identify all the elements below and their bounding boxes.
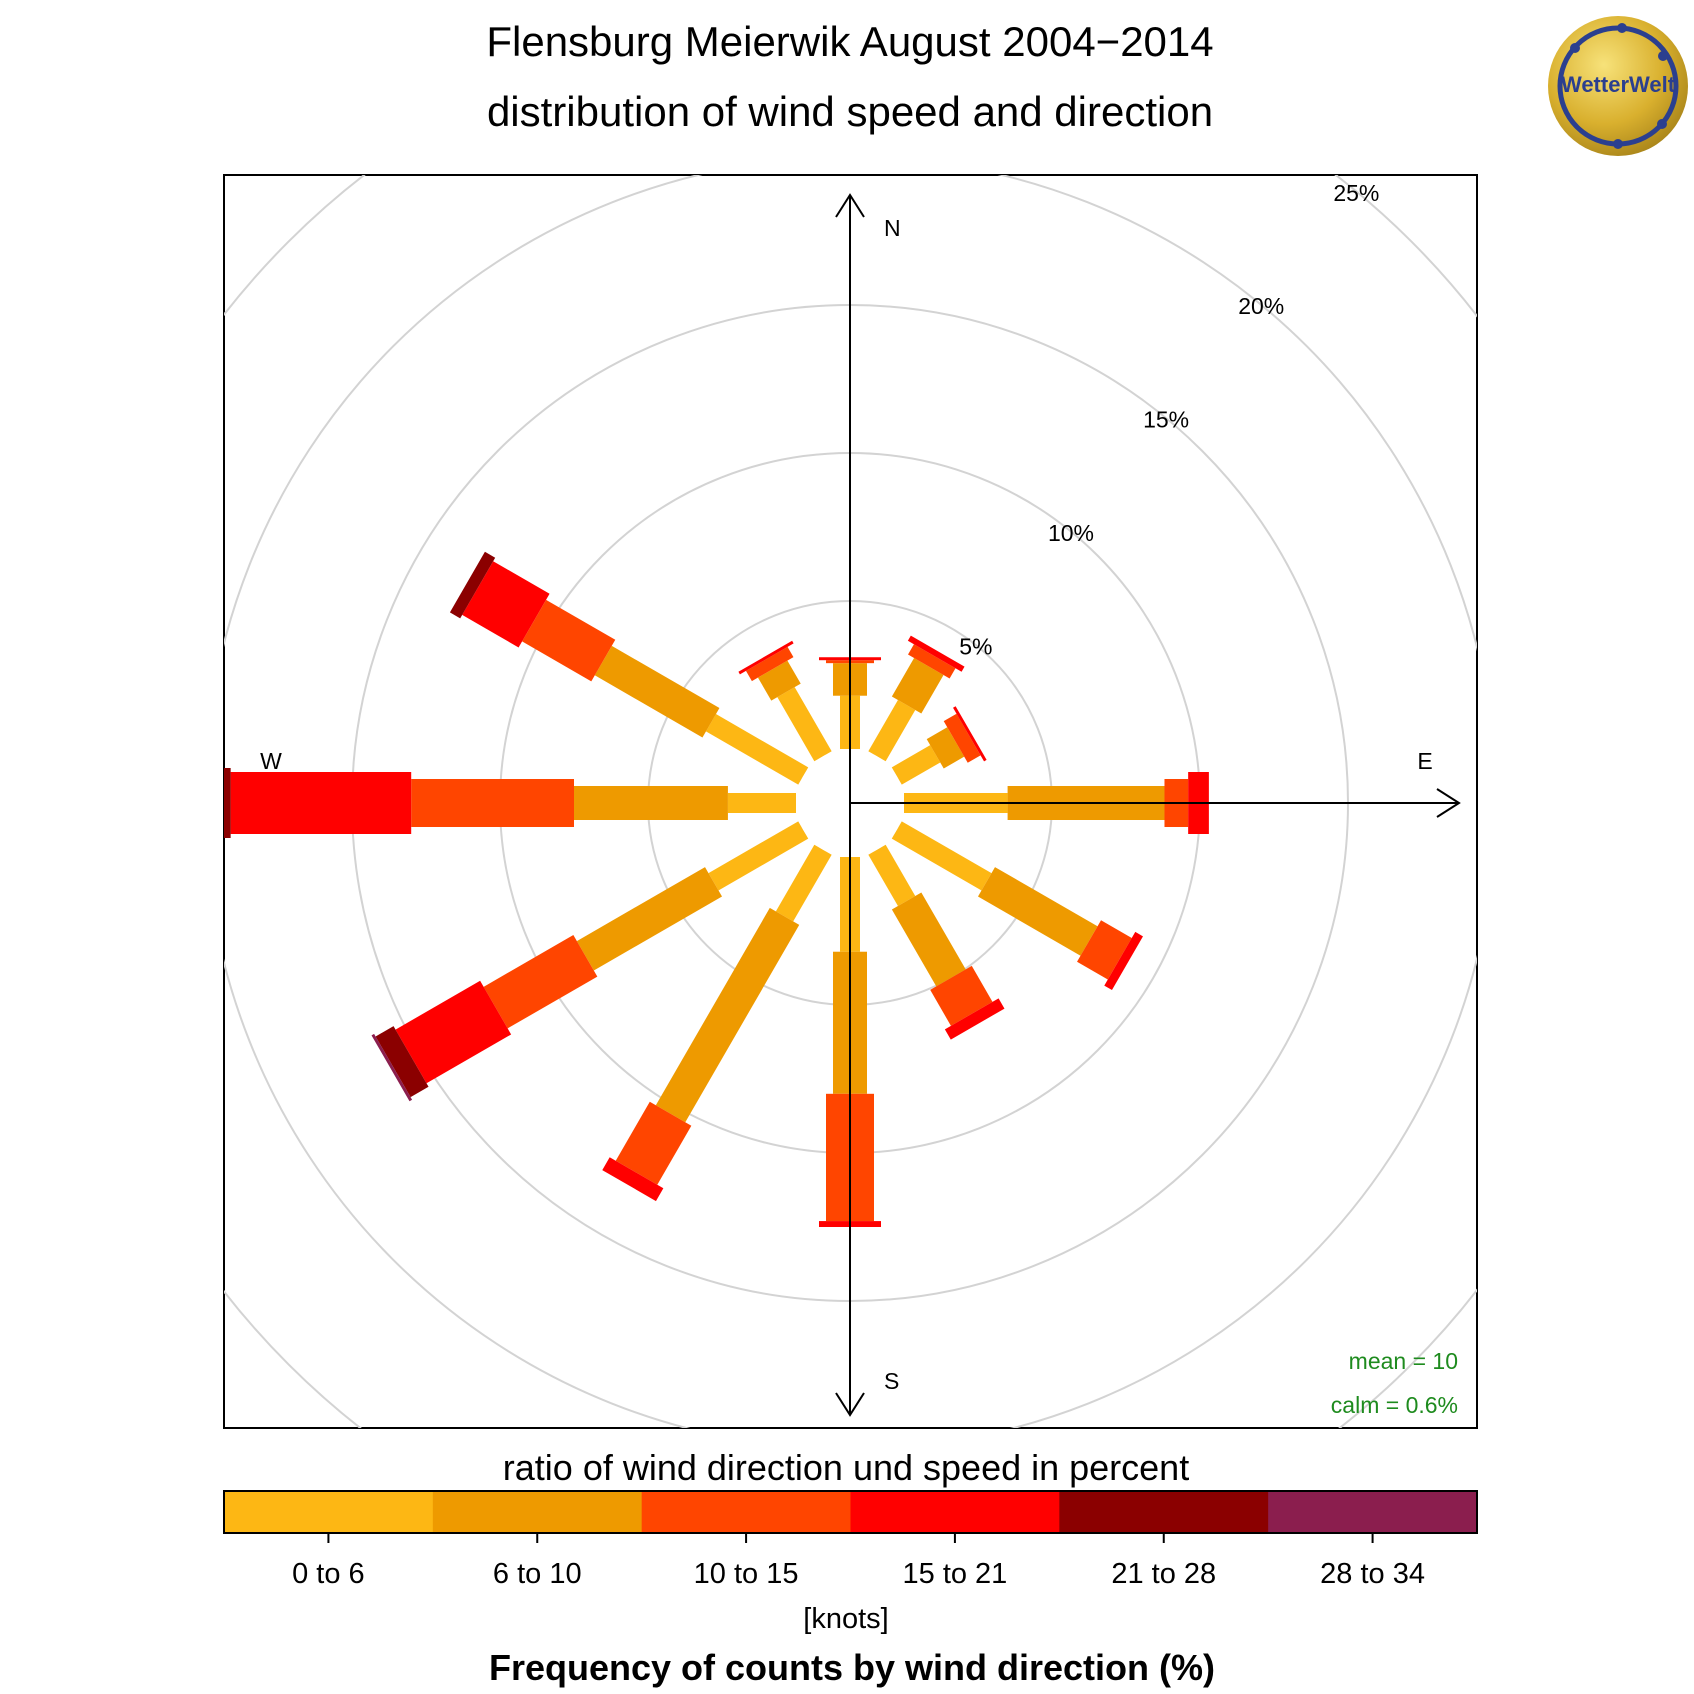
bar-group-SSE xyxy=(868,844,1005,1040)
legend-swatch-0 xyxy=(224,1491,434,1533)
bar-WNW-bin3 xyxy=(462,561,550,648)
legend-label-3: 15 to 21 xyxy=(903,1558,1008,1590)
compass-axes xyxy=(835,193,1461,1417)
bar-W-bin1 xyxy=(574,786,728,820)
legend-title: ratio of wind direction und speed in per… xyxy=(503,1447,1189,1488)
bar-NNW-bin2 xyxy=(745,646,794,682)
ring-label-25: 25% xyxy=(1333,180,1379,206)
bar-W-bin5 xyxy=(189,765,201,841)
bar-NNW-bin1 xyxy=(757,660,801,701)
bar-SSW-bin3 xyxy=(602,1157,664,1202)
bar-W-bin2 xyxy=(411,779,575,827)
bar-W-bin3 xyxy=(230,772,412,834)
chart-title: Flensburg Meierwik August 2004−2014 xyxy=(486,18,1213,65)
logo-text: WetterWelt xyxy=(1561,72,1676,97)
legend-label-2: 10 to 15 xyxy=(694,1558,799,1590)
legend-unit: [knots] xyxy=(803,1603,888,1635)
bar-WSW-bin5 xyxy=(371,1033,413,1102)
bar-WSW-bin0 xyxy=(708,821,809,891)
legend-label-0: 0 to 6 xyxy=(292,1558,365,1590)
bar-SSW-bin2 xyxy=(615,1101,692,1185)
bar-NNE-bin2 xyxy=(908,644,956,679)
bar-WSW-bin2 xyxy=(483,935,598,1029)
bar-W-bin0 xyxy=(727,793,796,813)
mean-label: mean = 10 xyxy=(1349,1348,1458,1374)
calm-label: calm = 0.6% xyxy=(1331,1392,1458,1418)
bar-group-WNW xyxy=(449,551,809,785)
compass-label-n: N xyxy=(884,215,901,241)
bar-SSE-bin2 xyxy=(930,965,993,1026)
bar-WSW-bin3 xyxy=(395,980,512,1084)
compass-label-s: S xyxy=(884,1368,899,1394)
bar-SSE-bin1 xyxy=(891,892,966,987)
bar-ESE-bin1 xyxy=(977,867,1098,956)
legend-label-5: 28 to 34 xyxy=(1320,1558,1425,1590)
bar-ESE-bin2 xyxy=(1077,920,1132,980)
bar-group-NNE xyxy=(868,635,965,762)
bar-ENE-bin1 xyxy=(926,727,965,769)
bar-WNW-bin1 xyxy=(594,645,720,738)
bar-group-W xyxy=(189,765,796,841)
bar-W-bin4 xyxy=(224,768,231,838)
bar-ENE-bin2 xyxy=(943,713,981,763)
bar-group-SSW xyxy=(602,844,832,1202)
compass-label-w: W xyxy=(260,748,282,774)
bar-WNW-bin0 xyxy=(705,714,809,785)
legend-swatch-3 xyxy=(850,1491,1060,1533)
bar-WSW-bin4 xyxy=(375,1026,429,1098)
bar-SSE-bin3 xyxy=(944,998,1005,1040)
bar-WNW-bin2 xyxy=(522,599,616,682)
bar-ESE-bin0 xyxy=(891,821,992,891)
ring-label-20: 20% xyxy=(1238,293,1284,319)
legend-swatch-4 xyxy=(1059,1491,1269,1533)
bar-ESE-bin3 xyxy=(1104,931,1143,991)
bar-NNE-bin3 xyxy=(907,635,965,672)
legend-frame xyxy=(223,1490,1478,1534)
bar-group-ENE xyxy=(891,706,987,785)
legend-swatch-1 xyxy=(432,1491,643,1533)
bar-WSW-bin1 xyxy=(576,867,723,971)
x-axis-label: Frequency of counts by wind direction (%… xyxy=(489,1647,1215,1688)
bar-group-NNW xyxy=(738,640,832,762)
bar-group-ESE xyxy=(891,821,1143,991)
bar-WNW-bin4 xyxy=(449,551,496,619)
legend-swatch-2 xyxy=(641,1491,851,1533)
plot-panel: 5% 10% 15% 20% 25% N E S W mean = 10 calm = … xyxy=(189,174,1478,1429)
bar-NNE-bin0 xyxy=(868,699,916,762)
legend-label-1: 6 to 10 xyxy=(493,1558,582,1590)
legend-swatch-5 xyxy=(1268,1491,1478,1533)
bar-SSE-bin0 xyxy=(868,844,916,907)
bar-NNE-bin1 xyxy=(891,658,944,714)
wetterwelt-logo: WetterWelt xyxy=(1548,16,1688,156)
legend-label-4: 21 to 28 xyxy=(1111,1558,1216,1590)
bar-SSW-bin0 xyxy=(775,844,832,922)
bar-group-WSW xyxy=(371,821,809,1102)
compass-label-e: E xyxy=(1417,748,1432,774)
bar-ENE-bin3 xyxy=(953,706,987,762)
chart-subtitle: distribution of wind speed and direction xyxy=(487,88,1213,135)
ring-label-15: 15% xyxy=(1143,407,1189,433)
bar-SSW-bin1 xyxy=(655,907,800,1123)
bar-NNW-bin0 xyxy=(777,687,832,762)
bar-NNW-bin3 xyxy=(738,640,794,675)
bar-ENE-bin0 xyxy=(891,745,941,785)
ring-label-10: 10% xyxy=(1048,520,1094,546)
speed-legend: 0 to 6 6 to 10 10 to 15 15 to 21 21 to 28 28 … xyxy=(223,1490,1478,1590)
ring-label-5: 5% xyxy=(959,633,992,659)
